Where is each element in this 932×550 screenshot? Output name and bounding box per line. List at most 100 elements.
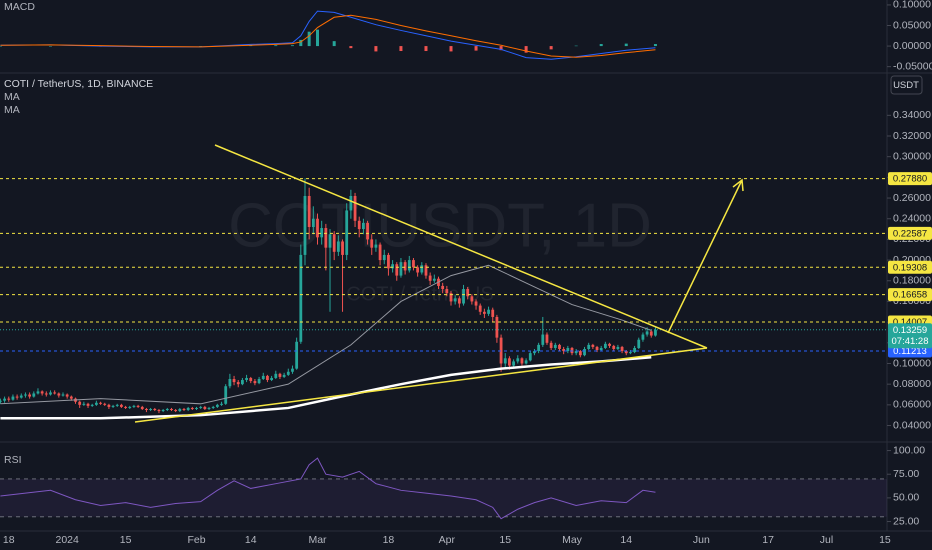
candle-body <box>295 341 299 369</box>
candle-body <box>78 401 82 405</box>
candle-body <box>533 351 536 354</box>
candle-body <box>449 293 453 302</box>
macd-title: MACD <box>4 1 35 13</box>
x-tick-label: 15 <box>120 534 132 546</box>
x-tick-label: May <box>562 534 583 546</box>
candle-body <box>432 278 436 281</box>
candle-body <box>241 380 244 385</box>
currency-label[interactable]: USDT <box>893 80 919 91</box>
currency-button[interactable] <box>890 75 923 95</box>
candle-body <box>620 346 624 352</box>
candle-body <box>332 234 336 252</box>
histogram-bar <box>524 46 528 53</box>
histogram-bar <box>653 44 657 47</box>
candle-body <box>520 358 524 364</box>
candle-body <box>599 347 603 351</box>
axis-layer: 18 2024 15 Feb 14 Mar 18 Apr 15 May 14 Jun 17 Jul 15 0.… <box>3 0 932 546</box>
candle-body <box>624 351 628 354</box>
rsi-band <box>0 478 887 517</box>
y-tick-label: 0.18000 <box>893 275 931 287</box>
x-tick-label: 2024 <box>55 534 79 546</box>
x-tick-label: Apr <box>439 534 456 546</box>
x-tick-label: 18 <box>383 534 395 546</box>
price-level-label-bg <box>888 226 932 240</box>
candle-body <box>94 402 98 405</box>
candle-body <box>553 344 557 348</box>
histogram-bar <box>274 45 278 47</box>
candle-body <box>320 228 324 238</box>
y-tick-label: 100.00 <box>893 444 925 456</box>
legend-entry: MA <box>4 104 20 116</box>
candle-body <box>416 267 420 273</box>
candle-body <box>537 344 541 352</box>
candle-body <box>407 260 411 271</box>
x-tick-label: 15 <box>499 534 511 546</box>
candle-body <box>591 344 595 347</box>
x-tick-label: 15 <box>879 534 891 546</box>
histogram-bar <box>316 29 320 47</box>
candle-body <box>470 296 474 302</box>
candle-body <box>0 400 2 402</box>
candle-body <box>412 260 415 268</box>
candle-body <box>399 262 403 276</box>
candle-body <box>549 342 553 348</box>
y-tick-label: 0.06000 <box>893 399 931 411</box>
candle-body <box>211 406 215 408</box>
candle-body <box>36 391 40 394</box>
candle-body <box>445 289 449 294</box>
candle-body <box>270 377 274 381</box>
candle-body <box>353 195 357 221</box>
candle-body <box>190 407 194 409</box>
candle-body <box>370 239 374 248</box>
y-tick-label: 0.34000 <box>893 109 931 121</box>
candle-body <box>633 347 636 353</box>
y-tick-label: 0.04000 <box>893 419 931 431</box>
candle-body <box>44 393 48 395</box>
candle-body <box>207 407 211 409</box>
trendline <box>134 347 708 423</box>
candle-body <box>28 394 32 397</box>
candle-body <box>395 264 399 276</box>
candle-body <box>203 406 207 409</box>
candle-body <box>420 265 424 273</box>
candle-body <box>391 264 394 269</box>
candle-body <box>562 349 566 352</box>
signal-line <box>0 14 656 58</box>
candle-body <box>341 241 344 255</box>
histogram-bar <box>549 46 553 50</box>
candle-body <box>378 244 382 261</box>
candle-body <box>428 275 432 281</box>
last-price-label: 0.13259 <box>893 325 927 336</box>
candle-body <box>115 404 119 406</box>
candle-body <box>199 406 203 408</box>
x-tick-label: Jun <box>693 534 710 546</box>
candle-body <box>49 392 52 395</box>
candle-body <box>245 377 248 381</box>
histogram-bar <box>424 46 428 52</box>
candle-body <box>65 394 69 397</box>
candle-body <box>24 394 27 396</box>
candle-body <box>61 394 65 396</box>
candle-body <box>491 309 495 317</box>
candle-body <box>508 358 511 366</box>
candle-body <box>578 351 582 356</box>
candle-body <box>136 405 140 407</box>
histogram-bar <box>399 46 403 52</box>
candle-body <box>649 331 653 336</box>
candle-body <box>583 349 586 356</box>
histogram-bar <box>574 45 578 47</box>
candle-body <box>165 408 169 411</box>
candle-body <box>366 222 369 240</box>
y-tick-label: 0.26000 <box>893 192 931 204</box>
legend-entry: MA <box>4 91 20 103</box>
histogram-bar <box>332 41 336 47</box>
y-tick-label: 75.00 <box>893 468 919 480</box>
price-level-label-bg <box>888 260 932 274</box>
histogram-bar <box>299 39 303 47</box>
y-tick-label: 0.05000 <box>893 19 931 31</box>
y-tick-label: 50.00 <box>893 492 919 504</box>
candle-body <box>345 210 349 255</box>
candle-body <box>53 392 57 394</box>
